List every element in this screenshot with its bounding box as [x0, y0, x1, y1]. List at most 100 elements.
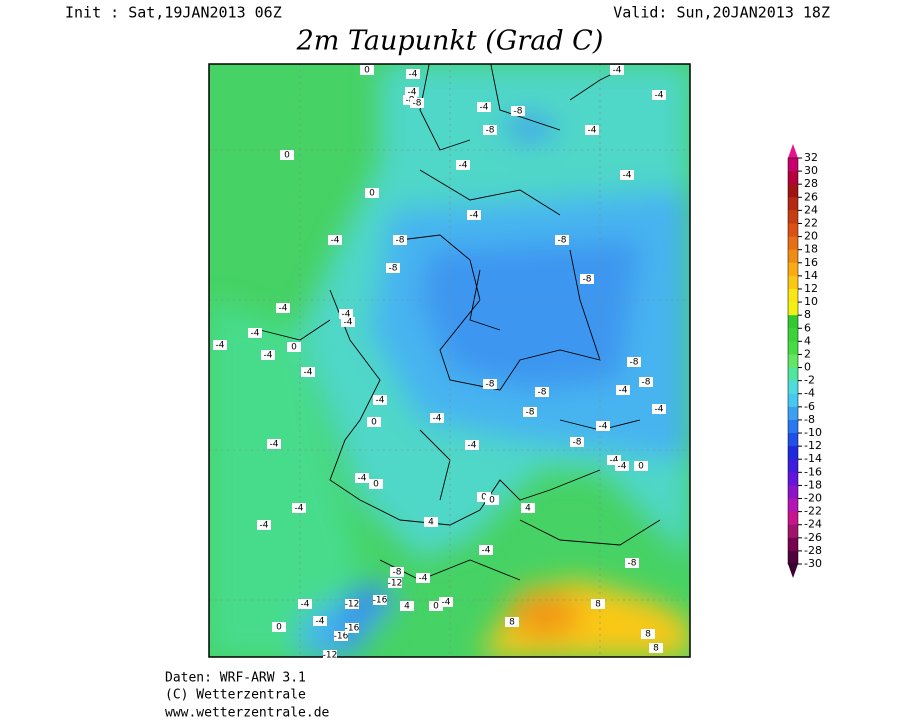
- contour-label: -4: [623, 171, 632, 181]
- colorbar-label: -6: [804, 400, 815, 413]
- contour-label: 8: [595, 600, 601, 610]
- label-box: [313, 616, 327, 626]
- label-box: [505, 617, 519, 627]
- colorbar-segment: [788, 328, 798, 342]
- contour-label: -4: [408, 88, 417, 98]
- contour-label: -4: [409, 70, 418, 80]
- label-box: [610, 65, 624, 75]
- colorbar-label: 6: [804, 321, 811, 334]
- contour-label: -4: [442, 598, 451, 608]
- contour-label: -4: [279, 304, 288, 314]
- colorbar-segment: [788, 341, 798, 355]
- contour-label: -4: [264, 351, 273, 361]
- contour-label: -4: [260, 521, 269, 531]
- label-box: [511, 106, 525, 116]
- contour-label: -4: [655, 91, 664, 101]
- label-box: [477, 492, 491, 502]
- colorbar-top: [788, 144, 798, 158]
- contour-label: 0: [373, 480, 379, 490]
- label-box: [323, 650, 337, 660]
- label-box: [410, 98, 424, 108]
- colorbar-label: 28: [804, 177, 818, 190]
- colorbar-segment: [788, 302, 798, 316]
- label-box: [607, 455, 621, 465]
- contour-label: 0: [638, 462, 644, 472]
- contour-label: -4: [216, 341, 225, 351]
- contour-label: -8: [393, 568, 402, 578]
- colorbar-label: 0: [804, 361, 811, 374]
- colorbar-bottom: [788, 564, 798, 578]
- contour-label: -8: [558, 236, 567, 246]
- contour-label: -4: [482, 546, 491, 556]
- colorbar-segment: [788, 210, 798, 224]
- contour-label: 0: [369, 189, 375, 199]
- contour-label: -8: [486, 126, 495, 136]
- contour-label: -4: [331, 236, 340, 246]
- label-box: [341, 317, 355, 327]
- colorbar-segment: [788, 498, 798, 513]
- contour-label: 0: [371, 418, 377, 428]
- contour-label: -4: [376, 396, 385, 406]
- label-box: [615, 461, 629, 471]
- contour-label: 0: [291, 343, 297, 353]
- init-text: Init : Sat,19JAN2013 06Z: [65, 4, 282, 22]
- label-box: [424, 517, 438, 527]
- contour-label: 0: [364, 66, 370, 76]
- label-box: [483, 379, 497, 389]
- contour-label: -16: [334, 632, 349, 642]
- colorbar-label: -30: [804, 557, 822, 570]
- contour-label: -16: [373, 596, 388, 606]
- footer-line: www.wetterzentrale.de: [165, 706, 330, 720]
- label-box: [585, 125, 599, 135]
- contour-label: -16: [345, 624, 360, 634]
- contour-label: 8: [653, 644, 659, 654]
- label-box: [405, 87, 419, 97]
- contour-label: -4: [316, 617, 325, 627]
- label-box: [596, 421, 610, 431]
- colorbar-segment: [788, 197, 798, 211]
- colorbar-label: 20: [804, 230, 818, 243]
- colorbar-frame: [787, 157, 799, 565]
- contour-label: -4: [619, 386, 628, 396]
- contour-label: -12: [323, 651, 338, 661]
- label-box: [652, 404, 666, 414]
- footer-line: (C) Wetterzentrale: [165, 688, 306, 703]
- colorbar-label: 26: [804, 190, 818, 203]
- colorbar-segment: [788, 537, 798, 552]
- colorbar-label: 32: [804, 151, 818, 164]
- label-box: [334, 631, 348, 641]
- colorbar-label: 2: [804, 347, 811, 360]
- colorbar-segment: [788, 393, 798, 408]
- contour-label: -8: [573, 438, 582, 448]
- label-box: [456, 160, 470, 170]
- contour-label: -4: [304, 368, 313, 378]
- contour-label: -8: [413, 99, 422, 109]
- colorbar-label: 30: [804, 164, 818, 177]
- label-box: [406, 69, 420, 79]
- colorbar-segment: [788, 223, 798, 238]
- label-box: [416, 573, 430, 583]
- label-box: [616, 385, 630, 395]
- contour-label: -4: [342, 310, 351, 320]
- label-box: [257, 520, 271, 530]
- contour-label: -8: [396, 236, 405, 246]
- label-box: [485, 495, 499, 505]
- colorbar-segment: [788, 315, 798, 329]
- colorbar-label: -10: [804, 426, 822, 439]
- contour-label: -4: [301, 600, 310, 610]
- label-box: [328, 235, 342, 245]
- contour-label: -4: [468, 441, 477, 451]
- label-box: [627, 357, 641, 367]
- colorbar-label: -16: [804, 465, 822, 478]
- label-box: [360, 65, 374, 75]
- colorbar-label: -20: [804, 492, 822, 505]
- colorbar-label: 18: [804, 243, 818, 256]
- label-box: [439, 597, 453, 607]
- label-box: [367, 417, 381, 427]
- footer-line: Daten: WRF-ARW 3.1: [165, 671, 306, 686]
- contour-label: -4: [610, 456, 619, 466]
- label-box: [369, 479, 383, 489]
- colorbar-label: -2: [804, 374, 815, 387]
- label-box: [261, 350, 275, 360]
